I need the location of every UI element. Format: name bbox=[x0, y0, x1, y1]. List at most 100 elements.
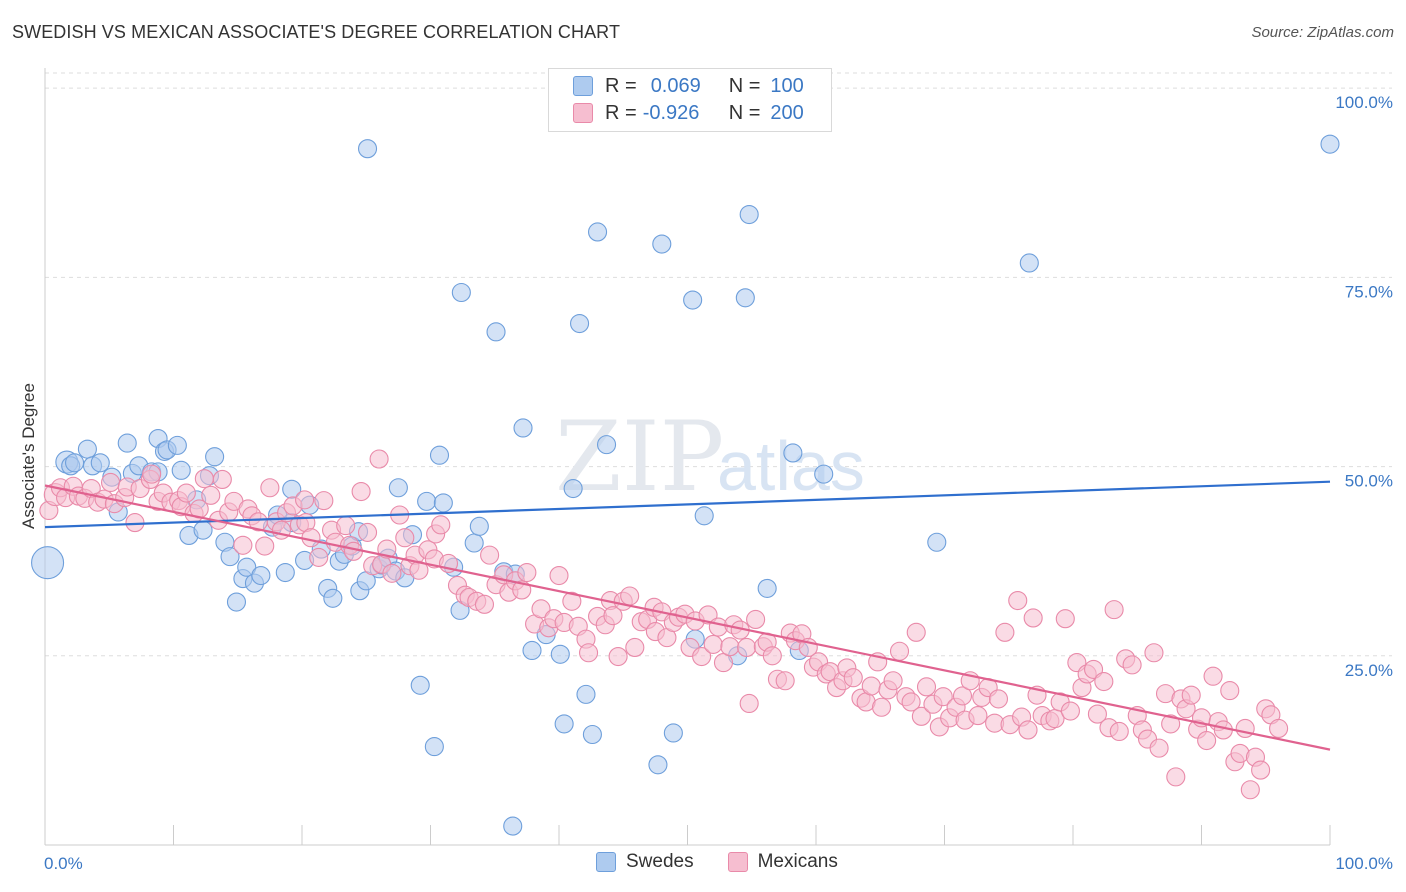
correlation-legend: R = 0.069 N = 100 R = -0.926 N = 200 bbox=[548, 68, 832, 132]
swedes-legend-swatch bbox=[596, 852, 616, 872]
swedes-point bbox=[424, 737, 444, 757]
swedes-point bbox=[357, 139, 378, 159]
swedes-point bbox=[563, 478, 583, 499]
mexicans-point bbox=[692, 646, 712, 667]
mexicans-point bbox=[703, 634, 723, 654]
mexicans-point bbox=[698, 605, 718, 625]
mexicans-point bbox=[603, 606, 623, 626]
mexicans-point bbox=[343, 541, 363, 561]
mexicans-swatch bbox=[573, 103, 593, 123]
legend-n-value: 100 bbox=[770, 74, 804, 97]
mexicans-point bbox=[1166, 767, 1186, 787]
mexicans-point bbox=[861, 676, 881, 696]
mexicans-point bbox=[1203, 666, 1223, 686]
swedes-point bbox=[117, 433, 137, 453]
mexicans-point bbox=[901, 692, 921, 712]
mexicans-point bbox=[1144, 643, 1164, 663]
swedes-point bbox=[77, 439, 97, 459]
mexicans-point bbox=[1055, 609, 1075, 629]
mexicans-point bbox=[301, 528, 321, 548]
watermark-atlas: atlas bbox=[717, 427, 865, 505]
tick-labels: 25.0% 50.0% 75.0% 100.0% 0.0% 100.0% bbox=[44, 93, 1393, 873]
swedes-point bbox=[220, 547, 240, 567]
mexicans-point bbox=[480, 545, 500, 565]
swedes-point bbox=[513, 418, 533, 438]
mexicans-point bbox=[871, 697, 892, 717]
mexicans-point bbox=[720, 637, 740, 657]
mexicans-point bbox=[762, 646, 782, 666]
mexicans-point bbox=[579, 643, 599, 663]
mexicans-point bbox=[1104, 600, 1124, 620]
watermark-zip: ZIP bbox=[555, 401, 724, 513]
mexicans-point bbox=[739, 693, 759, 714]
mexicans-point bbox=[201, 485, 221, 505]
swedes-point bbox=[65, 453, 85, 473]
y-tick-label: 25.0% bbox=[1345, 661, 1393, 680]
swedes-point bbox=[205, 447, 225, 467]
legend-item-mexicans[interactable]: Mexicans bbox=[727, 851, 838, 873]
mexicans-point bbox=[431, 515, 451, 535]
swedes-point bbox=[648, 755, 668, 775]
swedes-point bbox=[1019, 253, 1039, 273]
mexicans-point bbox=[531, 599, 551, 619]
swedes-point bbox=[433, 493, 453, 513]
mexicans-point bbox=[995, 622, 1015, 642]
swedes-point bbox=[90, 453, 110, 473]
swedes-point bbox=[464, 533, 484, 553]
x-tick-label: 0.0% bbox=[44, 854, 83, 873]
y-axis-label: Associate's Degree bbox=[19, 383, 38, 529]
mexicans-point bbox=[952, 686, 973, 706]
mexicans-point bbox=[260, 478, 280, 498]
legend-item-swedes[interactable]: Swedes bbox=[596, 851, 694, 873]
y-tick-label: 75.0% bbox=[1345, 282, 1393, 301]
mexicans-point bbox=[1269, 718, 1289, 738]
mexicans-point bbox=[843, 668, 863, 688]
mexicans-point bbox=[1122, 655, 1142, 675]
swedes-point bbox=[570, 313, 590, 334]
swedes-point bbox=[226, 592, 247, 612]
y-tick-label: 50.0% bbox=[1345, 472, 1393, 491]
swedes-point bbox=[814, 464, 834, 484]
swedes-point bbox=[469, 516, 489, 536]
mexicans-legend-swatch bbox=[727, 852, 748, 872]
mexicans-point bbox=[775, 671, 795, 691]
legend-n-value: 200 bbox=[770, 101, 804, 124]
swedes-point bbox=[323, 588, 343, 608]
mexicans-point bbox=[255, 536, 275, 556]
x-tick-label: 100.0% bbox=[1335, 854, 1393, 873]
mexicans-point bbox=[1023, 608, 1043, 628]
mexicans-point bbox=[233, 535, 253, 555]
legend-r-value: -0.926 bbox=[642, 101, 700, 124]
swedes-point bbox=[554, 714, 574, 734]
chart-source: Source: ZipAtlas.com bbox=[1251, 24, 1394, 41]
mexicans-point bbox=[1235, 718, 1255, 738]
mexicans-point bbox=[968, 706, 988, 726]
swedes-point bbox=[663, 723, 683, 743]
mexicans-point bbox=[125, 513, 145, 533]
mexicans-point bbox=[1251, 760, 1271, 780]
mexicans-point bbox=[713, 653, 734, 673]
mexicans-point bbox=[295, 490, 315, 510]
mexicans-point bbox=[194, 469, 214, 489]
swedes-point bbox=[451, 282, 471, 303]
mexicans-point bbox=[1149, 738, 1169, 758]
legend-n-label: N = bbox=[728, 101, 761, 124]
series-mexicans-points bbox=[39, 449, 1289, 800]
mexicans-point bbox=[517, 562, 537, 583]
mexicans-point bbox=[1181, 685, 1201, 705]
mexicans-point bbox=[336, 516, 356, 536]
mexicans-point bbox=[746, 609, 766, 630]
swedes-trend-line bbox=[44, 480, 1331, 529]
mexicans-trend-line bbox=[44, 484, 1331, 751]
swedes-swatch bbox=[573, 76, 593, 96]
swedes-point bbox=[275, 562, 295, 583]
swedes-point bbox=[31, 546, 65, 580]
swedes-point bbox=[582, 724, 602, 745]
mexicans-point bbox=[1240, 780, 1260, 800]
swedes-point bbox=[587, 222, 608, 242]
trend-lines bbox=[44, 480, 1331, 751]
mexicans-point bbox=[1018, 720, 1038, 740]
legend-row-mexicans: R = -0.926 N = 200 bbox=[573, 100, 804, 126]
mexicans-point bbox=[988, 689, 1009, 709]
